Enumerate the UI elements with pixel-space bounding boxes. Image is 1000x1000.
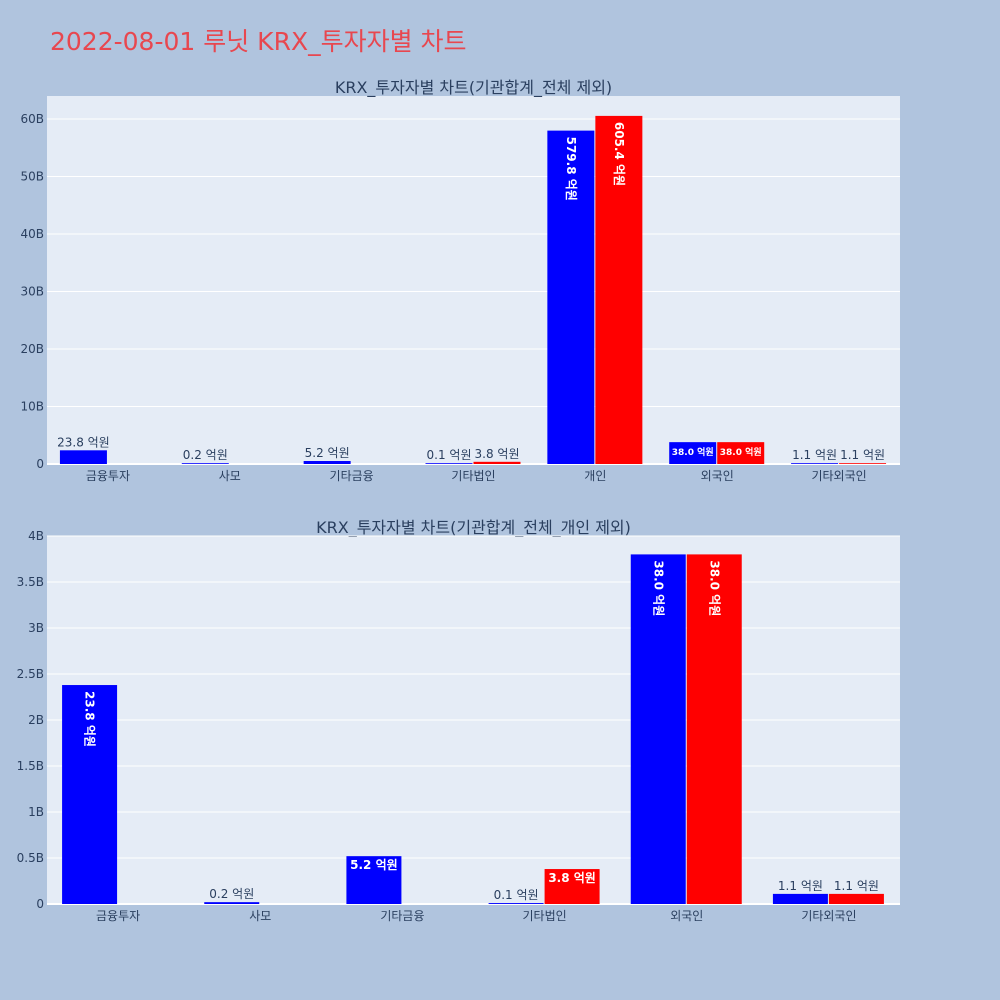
x-tick-label: 금융투자 [86, 469, 130, 483]
data-label: 38.0 억원 [651, 560, 665, 616]
chart-title: KRX_투자자별 차트(기관합계_전체_개인 제외) [316, 518, 631, 538]
y-tick-label: 2B [28, 713, 44, 727]
bar [839, 463, 887, 464]
bar [669, 442, 717, 464]
data-label: 0.2 억원 [183, 448, 228, 462]
data-label: 5.2 억원 [350, 858, 398, 872]
y-tick-label: 0.5B [17, 851, 44, 865]
y-tick-label: 20B [20, 342, 44, 356]
x-tick-label: 기타법인 [451, 469, 495, 483]
chart-bottom: KRX_투자자별 차트(기관합계_전체_개인 제외) 0 0.5B 1B 1.5B 2B 2… [17, 518, 900, 923]
y-tick-label: 0 [36, 457, 44, 471]
bar [630, 554, 686, 904]
y-tick-label: 3B [28, 621, 44, 635]
bar [181, 463, 229, 464]
data-label: 38.0 억원 [707, 560, 721, 616]
plot-area [47, 96, 900, 464]
bar [204, 902, 260, 904]
bar [488, 903, 544, 904]
data-label: 1.1 억원 [792, 448, 837, 462]
bar [828, 893, 884, 904]
data-label: 3.8 억원 [548, 871, 596, 885]
x-tick-label: 사모 [249, 909, 271, 923]
bar [303, 461, 351, 464]
data-label: 605.4 억원 [612, 122, 626, 186]
data-label: 0.1 억원 [427, 448, 472, 462]
y-tick-label: 30B [20, 285, 44, 299]
bar [59, 450, 107, 464]
x-tick-label: 외국인 [670, 909, 703, 923]
bar [547, 130, 595, 465]
data-label: 38.0 억원 [720, 446, 762, 458]
bar [595, 115, 643, 465]
y-tick-label: 10B [20, 400, 44, 414]
data-label: 579.8 억원 [564, 137, 578, 201]
data-label: 23.8 억원 [57, 435, 110, 449]
y-tick-label: 0 [36, 897, 44, 911]
bar [686, 554, 742, 904]
data-label: 1.1 억원 [834, 879, 879, 893]
x-tick-label: 기타금융 [330, 469, 374, 483]
y-tick-label: 3.5B [17, 575, 44, 589]
bar [544, 869, 600, 904]
bar [791, 463, 839, 464]
bar [717, 442, 765, 464]
chart-title: KRX_투자자별 차트(기관합계_전체 제외) [335, 78, 612, 98]
x-tick-label: 개인 [584, 469, 606, 483]
x-tick-label: 금융투자 [96, 909, 140, 923]
bar [473, 461, 521, 464]
y-tick-label: 60B [20, 112, 44, 126]
data-label: 1.1 억원 [778, 879, 823, 893]
y-tick-label: 1.5B [17, 759, 44, 773]
data-label: 0.1 억원 [494, 888, 539, 902]
data-label: 23.8 억원 [83, 691, 97, 747]
bar [346, 856, 402, 904]
data-label: 1.1 억원 [840, 448, 885, 462]
bar [772, 893, 828, 904]
y-tick-label: 1B [28, 805, 44, 819]
x-tick-label: 사모 [219, 469, 241, 483]
data-label: 3.8 억원 [475, 447, 520, 461]
x-tick-label: 기타외국인 [801, 909, 856, 923]
x-tick-label: 기타외국인 [811, 469, 866, 483]
x-tick-label: 외국인 [701, 469, 734, 483]
x-tick-label: 기타법인 [522, 909, 566, 923]
bar [425, 463, 473, 464]
data-label: 38.0 억원 [672, 446, 714, 458]
bar [62, 685, 118, 904]
x-tick-label: 기타금융 [380, 909, 424, 923]
y-tick-label: 40B [20, 227, 44, 241]
y-tick-label: 2.5B [17, 667, 44, 681]
chart-top: KRX_투자자별 차트(기관합계_전체 제외) 0 10B 20B 30B 40B 50B 6… [20, 78, 900, 483]
y-tick-label: 4B [28, 529, 44, 543]
page-title: 2022-08-01 루닛 KRX_투자자별 차트 [50, 27, 467, 56]
data-label: 0.2 억원 [209, 887, 254, 901]
data-label: 5.2 억원 [305, 446, 350, 460]
y-tick-label: 50B [20, 170, 44, 184]
